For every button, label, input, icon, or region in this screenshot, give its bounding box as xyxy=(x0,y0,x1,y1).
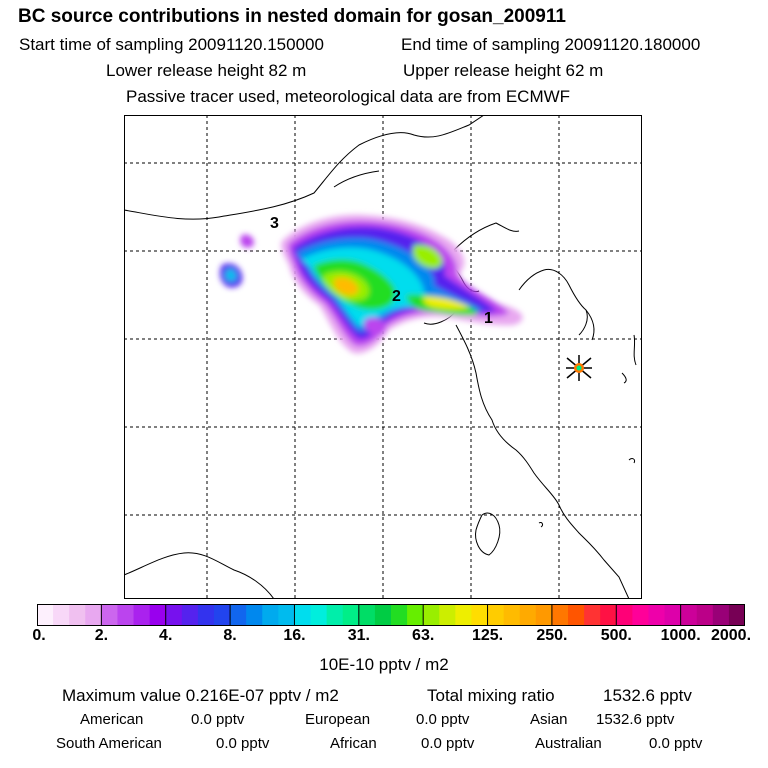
color-scale-tick-label: 0. xyxy=(32,627,46,644)
color-scale-cell xyxy=(632,604,649,626)
color-scale-cell xyxy=(246,604,263,626)
color-scale-cell xyxy=(391,604,408,626)
color-scale-tick-label: 16. xyxy=(283,627,306,644)
color-scale-cell xyxy=(455,604,472,626)
color-scale-cell xyxy=(680,604,698,626)
color-scale-cell xyxy=(664,604,682,626)
color-scale-cell xyxy=(519,604,537,626)
source-labels: 1 2 3 xyxy=(270,215,493,327)
color-scale-cell xyxy=(696,604,714,626)
receptor-marker-gosan-receptor-star xyxy=(566,355,592,381)
color-scale-tick-label: 63. xyxy=(412,627,435,644)
color-scale-tick-label: 8. xyxy=(223,627,237,644)
color-scale-cell xyxy=(712,604,730,626)
region-value-australian: 0.0 pptv xyxy=(649,735,703,752)
color-scale-cell xyxy=(342,604,360,626)
color-scale-cell xyxy=(197,604,215,626)
color-scale-cell xyxy=(471,604,489,626)
color-scale-cell xyxy=(326,604,344,626)
color-scale-cell xyxy=(165,604,183,626)
region-value-american: 0.0 pptv xyxy=(191,711,245,728)
color-scale-cell xyxy=(149,604,167,626)
region-value-asian: 1532.6 pptv xyxy=(596,711,675,728)
start-time-label: Start time of sampling 20091120.150000 xyxy=(19,35,324,54)
color-scale-cell xyxy=(69,604,86,626)
color-scale-cell xyxy=(535,604,553,626)
concentration-field xyxy=(220,214,523,354)
color-scale-cell xyxy=(600,604,617,626)
color-scale-tick-label: 1000. xyxy=(660,627,701,644)
lower-height-label: Lower release height 82 m xyxy=(106,61,307,80)
color-scale-cell xyxy=(310,604,328,626)
upper-height-label: Upper release height 62 m xyxy=(403,61,604,80)
footprint-map: 1 2 3 xyxy=(124,115,642,599)
color-scale-cell xyxy=(407,604,424,626)
color-scale-tick-label: 500. xyxy=(600,627,632,644)
color-scale-cell xyxy=(85,604,102,626)
color-scale-cell xyxy=(439,604,456,626)
color-scale-tick-label: 4. xyxy=(159,627,173,644)
color-scale-cell xyxy=(262,604,279,626)
region-name-african: African xyxy=(330,735,377,752)
color-scale-tick-label: 31. xyxy=(347,627,370,644)
color-scale-cell xyxy=(101,604,118,626)
end-time-label: End time of sampling 20091120.180000 xyxy=(401,35,701,54)
color-scale-tick-label: 2000. xyxy=(710,627,752,644)
color-scale-cell xyxy=(568,604,585,626)
color-scale-tick-label: 2. xyxy=(94,627,109,644)
total-mixing-value: 1532.6 pptv xyxy=(603,686,692,705)
color-scale-cell xyxy=(294,604,312,626)
color-scale-cell xyxy=(551,604,569,626)
tracer-note: Passive tracer used, meteorological data… xyxy=(126,87,571,106)
color-scale-bar xyxy=(37,604,745,626)
color-scale-cell xyxy=(278,604,295,626)
color-scale-cell xyxy=(616,604,633,626)
color-scale-cell xyxy=(230,604,247,626)
color-scale-cell xyxy=(117,604,135,626)
color-scale-cell xyxy=(181,604,199,626)
region-name-european: European xyxy=(305,711,371,728)
total-mixing-label: Total mixing ratio xyxy=(427,686,555,705)
coastline-borders xyxy=(124,115,637,599)
color-scale-cell xyxy=(37,604,54,626)
map-frame xyxy=(124,115,642,599)
color-scale-cell xyxy=(503,604,521,626)
region-name-south-american: South American xyxy=(56,735,162,752)
color-scale-cell xyxy=(728,604,745,626)
region-name-asian: Asian xyxy=(530,711,568,728)
source-label-2: 2 xyxy=(392,288,401,305)
source-label-3: 3 xyxy=(270,215,279,232)
region-value-south-american: 0.0 pptv xyxy=(216,735,270,752)
color-scale-tick-label: 125. xyxy=(471,627,504,644)
color-scale-cell xyxy=(584,604,601,626)
region-name-american: American xyxy=(80,711,144,728)
color-scale-cell xyxy=(487,604,505,626)
color-scale-cell xyxy=(648,604,666,626)
color-scale-tick-label: 250. xyxy=(536,627,568,644)
color-scale-units: 10E-10 pptv / m2 xyxy=(319,655,449,674)
region-name-australian: Australian xyxy=(535,735,602,752)
color-scale-cell xyxy=(214,604,231,626)
region-value-african: 0.0 pptv xyxy=(421,735,475,752)
map-title: BC source contributions in nested domain… xyxy=(18,6,566,27)
max-value-label: Maximum value 0.216E-07 pptv / m2 xyxy=(62,686,339,705)
color-scale-cell xyxy=(53,604,70,626)
color-scale-cell xyxy=(358,604,376,626)
color-scale-cell xyxy=(133,604,151,626)
color-scale-cell xyxy=(374,604,392,626)
region-value-european: 0.0 pptv xyxy=(416,711,470,728)
source-label-1: 1 xyxy=(484,310,493,327)
color-scale-cell xyxy=(423,604,440,626)
